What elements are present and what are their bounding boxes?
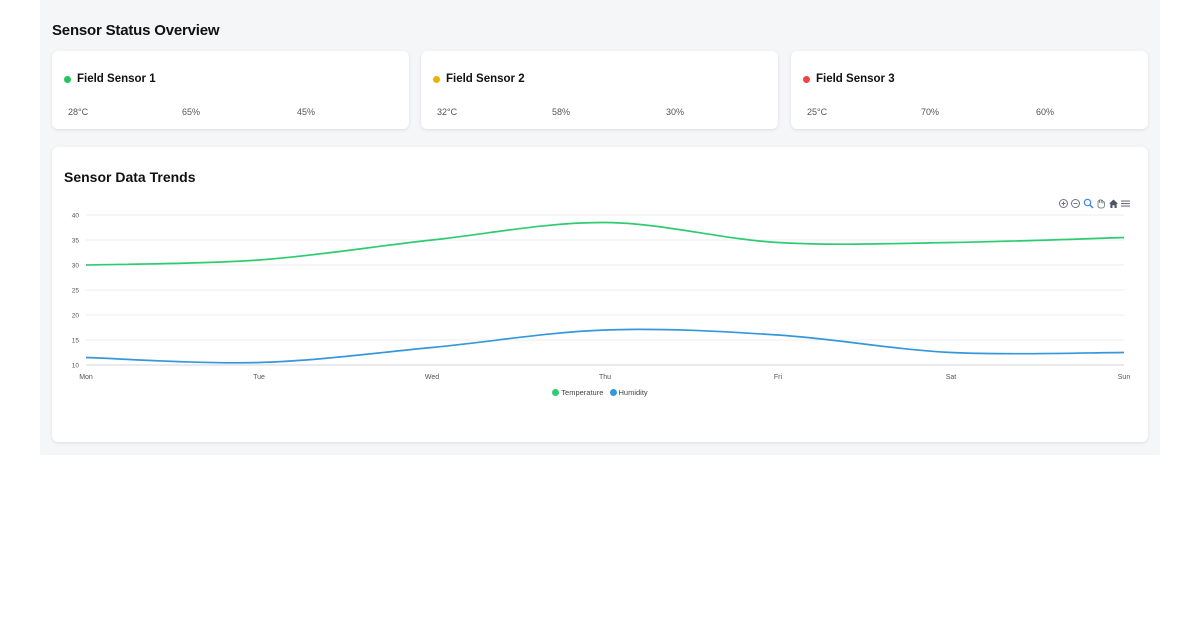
sensor-name: Field Sensor 2 <box>446 73 525 85</box>
x-tick-label: Mon <box>79 374 93 381</box>
sensor-card-2[interactable]: Field Sensor 2 32°C 58% 30% <box>421 51 778 129</box>
moisture-value: 30% <box>666 107 685 117</box>
sensor-card-header: Field Sensor 3 <box>803 73 895 85</box>
legend-marker <box>609 389 617 396</box>
legend-item-humidity[interactable]: Humidity <box>609 388 648 397</box>
legend-label: Temperature <box>561 388 604 397</box>
x-tick-label: Tue <box>253 374 265 381</box>
series-line-temperature[interactable] <box>85 221 1125 266</box>
x-tick-label: Sun <box>1118 374 1131 381</box>
zoom-in-icon[interactable] <box>1058 198 1069 209</box>
status-dot-icon <box>64 75 71 83</box>
menu-icon[interactable] <box>1120 198 1131 209</box>
y-tick-label: 35 <box>72 238 80 245</box>
x-tick-label: Wed <box>425 374 439 381</box>
humidity-value: 70% <box>921 107 940 117</box>
temperature-value: 28°C <box>68 107 89 117</box>
moisture-value: 45% <box>297 107 316 117</box>
humidity-value: 65% <box>182 107 201 117</box>
status-dot-icon <box>803 75 810 83</box>
dashboard-container: Sensor Status Overview Field Sensor 1 28… <box>40 0 1160 455</box>
y-tick-label: 20 <box>72 313 80 320</box>
reset-home-icon[interactable] <box>1108 198 1119 209</box>
pan-icon[interactable] <box>1095 198 1106 209</box>
zoom-out-icon[interactable] <box>1070 198 1081 209</box>
trends-card: Sensor Data Trends <box>52 147 1148 442</box>
y-tick-label: 10 <box>72 363 80 370</box>
sensor-card-1[interactable]: Field Sensor 1 28°C 65% 45% <box>52 51 409 129</box>
moisture-value: 60% <box>1036 107 1055 117</box>
y-tick-label: 40 <box>72 213 80 220</box>
humidity-value: 58% <box>552 107 571 117</box>
legend-item-temperature[interactable]: Temperature <box>552 388 603 397</box>
x-tick-label: Sat <box>946 374 957 381</box>
sensor-card-header: Field Sensor 1 <box>64 73 156 85</box>
sensor-name: Field Sensor 3 <box>816 73 895 85</box>
trends-title: Sensor Data Trends <box>64 169 196 185</box>
temperature-value: 25°C <box>807 107 828 117</box>
sensor-card-header: Field Sensor 2 <box>433 73 525 85</box>
legend-label: Humidity <box>618 388 648 397</box>
sensor-name: Field Sensor 1 <box>77 73 156 85</box>
y-tick-label: 25 <box>72 288 80 295</box>
zoom-selection-icon[interactable] <box>1083 198 1094 209</box>
overview-title: Sensor Status Overview <box>52 22 220 39</box>
legend-marker <box>552 389 560 396</box>
x-tick-label: Thu <box>599 374 611 381</box>
y-tick-label: 15 <box>72 338 80 345</box>
chart-legend: Temperature Humidity <box>52 388 1148 398</box>
temperature-value: 32°C <box>437 107 458 117</box>
y-tick-label: 30 <box>72 263 80 270</box>
status-dot-icon <box>433 75 440 83</box>
x-tick-label: Fri <box>774 374 783 381</box>
trends-line-chart[interactable]: 10 15 20 25 30 35 40 Mon Tue Wed Thu Fri Sat Sun <box>52 147 1148 407</box>
series-line-humidity[interactable] <box>85 328 1125 364</box>
sensor-card-3[interactable]: Field Sensor 3 25°C 70% 60% <box>791 51 1148 129</box>
